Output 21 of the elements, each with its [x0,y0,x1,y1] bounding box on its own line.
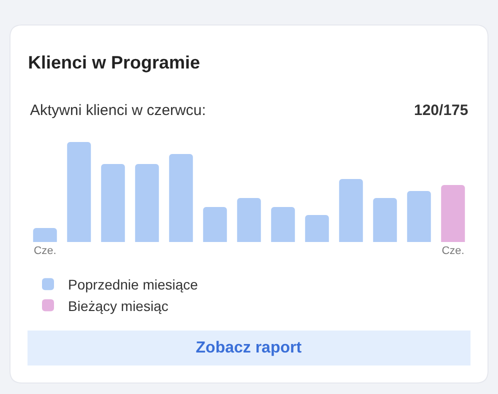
x-tick-label: Cze. [442,245,464,257]
x-tick-label: Cze. [34,245,56,257]
bar [33,228,57,242]
bar [203,207,227,242]
bar [101,164,125,242]
legend-label: Poprzednie miesiące [68,276,198,293]
legend-label: Bieżący miesiąc [68,298,168,314]
bar [305,215,329,242]
text: Zobacz raport [196,340,302,356]
bar [169,154,193,242]
chart-title: Klienci w Programie [28,52,200,72]
bar [237,198,261,242]
bar [67,142,91,242]
bar [441,185,465,242]
bar [135,164,159,242]
bar [373,198,397,242]
bar [271,207,295,242]
bar [339,179,363,242]
bar [407,191,431,242]
text: 120/175 [414,102,468,119]
text: Aktywni klienci w czerwcu: [30,102,206,119]
